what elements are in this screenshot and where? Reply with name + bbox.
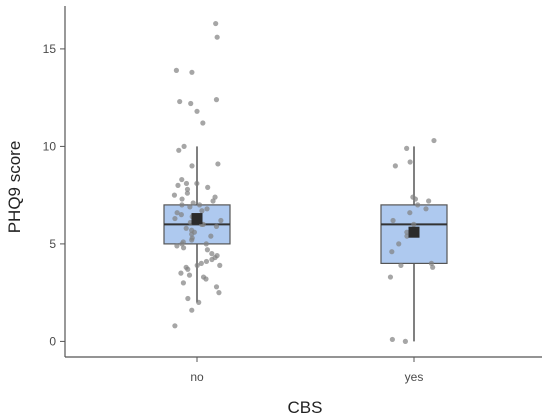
data-point: [415, 202, 421, 208]
y-tick-label: 15: [43, 42, 57, 56]
data-point: [423, 206, 429, 212]
data-point: [185, 295, 191, 302]
data-point: [180, 245, 187, 251]
data-point: [411, 221, 417, 227]
data-point: [204, 206, 210, 212]
y-tick-label: 5: [49, 237, 56, 251]
data-point: [175, 182, 181, 188]
data-point: [203, 241, 209, 247]
data-point: [184, 186, 191, 192]
data-point: [390, 217, 396, 224]
data-point: [412, 196, 419, 202]
data-point: [209, 251, 215, 257]
data-point: [430, 264, 436, 270]
data-point: [431, 137, 437, 144]
data-point: [185, 266, 191, 272]
data-point: [174, 243, 180, 249]
data-point: [407, 210, 413, 216]
data-point: [178, 212, 184, 218]
data-point: [213, 223, 220, 229]
plot-marks: [163, 20, 448, 344]
data-point: [176, 147, 182, 153]
y-axis-ticks: 0 5 10 15: [43, 42, 65, 348]
data-point: [194, 108, 200, 114]
data-point: [186, 272, 193, 278]
data-point: [179, 241, 185, 247]
data-point: [387, 274, 394, 280]
data-point: [189, 307, 195, 313]
data-point: [389, 336, 395, 343]
data-point: [179, 196, 185, 202]
data-point: [194, 180, 200, 187]
data-point: [213, 97, 220, 103]
data-point: [212, 194, 218, 200]
data-point: [180, 280, 187, 286]
data-point: [179, 176, 185, 183]
data-point: [189, 163, 195, 169]
data-point: [210, 198, 216, 204]
data-point: [194, 262, 200, 268]
data-point: [173, 67, 179, 73]
data-point: [183, 225, 189, 231]
x-axis-ticks: no yes: [190, 357, 423, 384]
data-point: [189, 69, 195, 75]
data-point: [426, 198, 432, 204]
data-point: [172, 215, 178, 222]
box-yes: [380, 146, 448, 342]
data-point: [215, 161, 221, 167]
data-point: [184, 190, 191, 196]
data-point: [190, 200, 196, 206]
data-point: [178, 270, 184, 276]
box-no: [163, 146, 231, 303]
data-point: [407, 159, 413, 165]
data-point: [188, 100, 194, 107]
points-yes: [387, 137, 437, 344]
data-point: [179, 202, 185, 208]
data-point: [389, 249, 395, 255]
data-point: [181, 143, 187, 149]
data-point: [174, 210, 180, 216]
data-point: [200, 120, 206, 126]
data-point: [213, 284, 220, 290]
x-axis-title: CBS: [288, 398, 323, 417]
mean-marker: [408, 226, 420, 238]
data-point: [213, 20, 219, 27]
mean-marker: [191, 213, 203, 225]
data-point: [203, 276, 209, 282]
data-point: [398, 262, 404, 268]
y-tick-label: 10: [43, 139, 57, 153]
data-point: [396, 241, 402, 247]
y-tick-label: 0: [49, 334, 56, 348]
data-point: [189, 231, 195, 237]
data-point: [183, 180, 190, 187]
data-point: [392, 163, 398, 169]
x-tick-label: no: [190, 370, 204, 384]
data-point: [171, 192, 178, 198]
data-point: [177, 98, 183, 105]
data-point: [216, 290, 222, 296]
data-point: [209, 256, 215, 263]
data-point: [404, 145, 410, 151]
data-point: [214, 34, 220, 40]
data-point: [196, 299, 202, 305]
data-point: [428, 260, 435, 266]
data-point: [199, 208, 205, 214]
data-point: [203, 258, 210, 265]
data-point: [187, 204, 193, 210]
data-point: [218, 217, 224, 224]
x-tick-label: yes: [405, 370, 424, 384]
data-point: [404, 229, 410, 235]
data-point: [189, 237, 195, 243]
data-point: [172, 323, 178, 329]
data-point: [198, 260, 204, 266]
data-point: [204, 247, 210, 253]
y-axis-title: PHQ9 score: [5, 141, 24, 234]
data-point: [196, 202, 203, 208]
data-point: [217, 262, 223, 268]
data-point: [208, 233, 214, 239]
data-point: [205, 184, 211, 190]
data-point: [404, 233, 410, 239]
data-point: [402, 338, 408, 344]
